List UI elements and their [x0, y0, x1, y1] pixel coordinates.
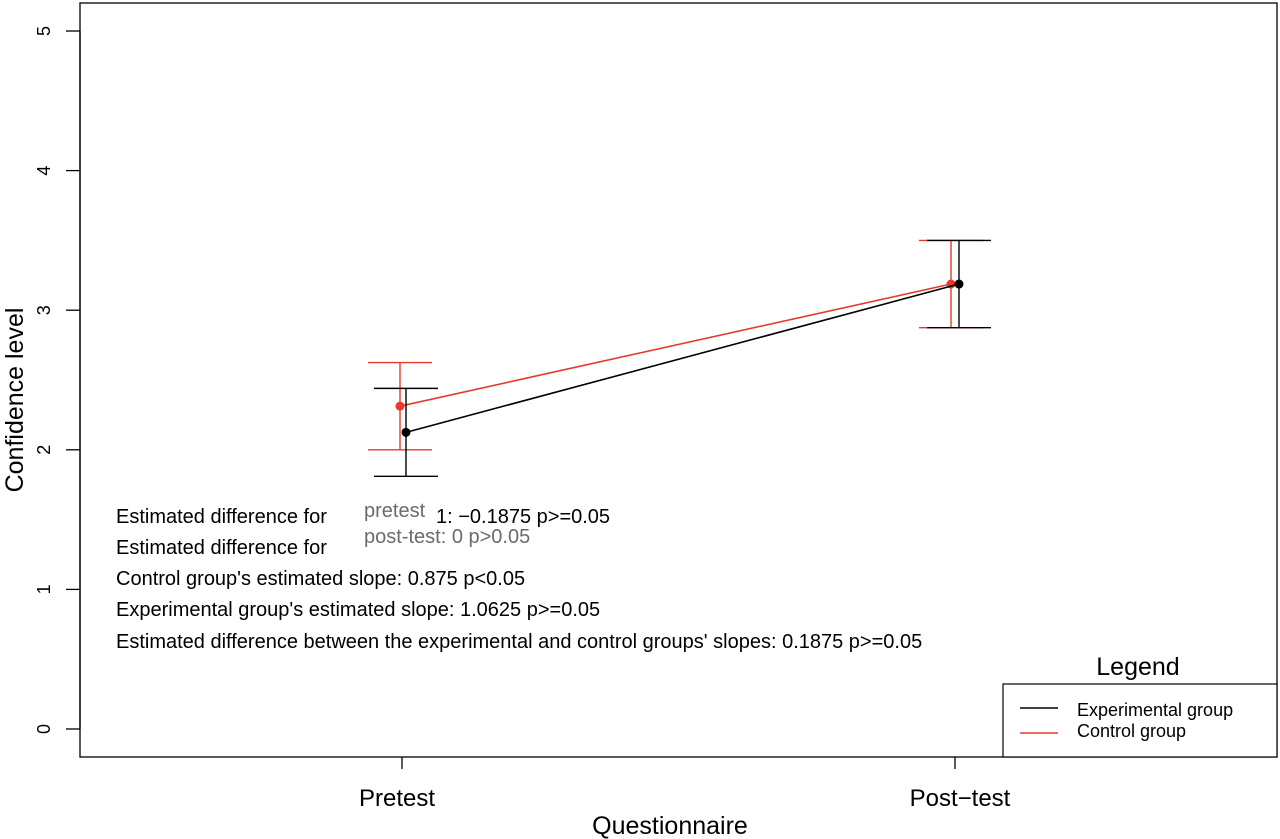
annotation-line-1: Estimated difference for [116, 506, 327, 528]
series-line [405, 283, 960, 434]
y-axis-title: Confidence level [1, 308, 29, 493]
annotation-line-5: Estimated difference between the experim… [116, 631, 922, 653]
annotation-overlay-posttest: post-test: 0 p>0.05 [364, 526, 530, 548]
data-point [395, 401, 405, 411]
series-line [399, 283, 952, 407]
y-tick-label: 3 [34, 305, 54, 315]
annotation-line-4: Experimental group's estimated slope: 1.… [116, 599, 600, 621]
annotation-line-3: Control group's estimated slope: 0.875 p… [116, 568, 525, 590]
y-axis: 0 1 2 3 4 5 [34, 26, 81, 734]
data-point [401, 427, 411, 437]
legend-title: Legend [1096, 653, 1179, 681]
legend: Experimental group Control group [1002, 683, 1278, 758]
y-tick-label: 2 [34, 445, 54, 455]
data-point [954, 279, 964, 289]
x-axis: Pretest Post−test [359, 757, 1011, 812]
series-layer [368, 239, 991, 478]
x-axis-title: Questionnaire [592, 812, 748, 839]
y-tick-label: 5 [34, 26, 54, 36]
legend-label-control: Control group [1077, 721, 1186, 741]
annotation-line-2: Estimated difference for [116, 537, 327, 559]
legend-box [1002, 683, 1278, 758]
annotation-fragment-value: 1: −0.1875 p>=0.05 [436, 506, 610, 528]
series-experimental [374, 239, 991, 478]
x-tick-label: Post−test [910, 785, 1011, 812]
annotation-overlay-pretest: pretest [364, 500, 426, 522]
x-tick-label: Pretest [359, 785, 435, 812]
annotation-block: Estimated difference for Estimated diffe… [116, 498, 922, 653]
y-tick-label: 4 [34, 166, 54, 176]
y-tick-label: 1 [34, 584, 54, 594]
y-tick-label: 0 [34, 724, 54, 734]
annotation-overlay-background [362, 498, 436, 548]
series-control [368, 239, 983, 451]
legend-label-experimental: Experimental group [1077, 700, 1233, 720]
